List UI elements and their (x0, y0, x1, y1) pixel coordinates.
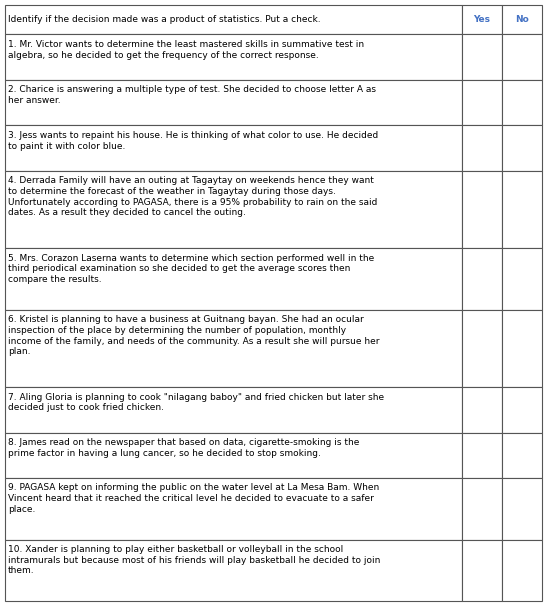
Text: 10. Xander is planning to play either basketball or volleyball in the school
int: 10. Xander is planning to play either ba… (8, 545, 380, 576)
Bar (502, 248, 542, 310)
Bar (462, 387, 502, 433)
Bar (5, 387, 462, 433)
Bar (462, 35, 502, 80)
Bar (502, 310, 542, 387)
Bar (502, 125, 542, 171)
Text: No: No (515, 15, 529, 24)
Bar (462, 125, 502, 171)
Text: 8. James read on the newspaper that based on data, cigarette-smoking is the
prim: 8. James read on the newspaper that base… (8, 438, 359, 458)
Bar (502, 478, 542, 539)
Text: 4. Derrada Family will have an outing at Tagaytay on weekends hence they want
to: 4. Derrada Family will have an outing at… (8, 176, 377, 218)
Text: 6. Kristel is planning to have a business at Guitnang bayan. She had an ocular
i: 6. Kristel is planning to have a busines… (8, 315, 380, 356)
Bar (462, 5, 502, 35)
Bar (462, 539, 502, 601)
Bar (502, 35, 542, 80)
Bar (5, 171, 462, 248)
Bar (5, 310, 462, 387)
Bar (5, 5, 462, 35)
Bar (462, 171, 502, 248)
Bar (502, 539, 542, 601)
Bar (5, 248, 462, 310)
Text: 1. Mr. Victor wants to determine the least mastered skills in summative test in
: 1. Mr. Victor wants to determine the lea… (8, 40, 364, 59)
Bar (502, 80, 542, 125)
Bar (502, 5, 542, 35)
Bar (462, 433, 502, 478)
Bar (5, 433, 462, 478)
Bar (462, 478, 502, 539)
Bar (5, 80, 462, 125)
Text: 3. Jess wants to repaint his house. He is thinking of what color to use. He deci: 3. Jess wants to repaint his house. He i… (8, 131, 378, 150)
Bar (5, 478, 462, 539)
Text: 7. Aling Gloria is planning to cook "nilagang baboy" and fried chicken but later: 7. Aling Gloria is planning to cook "nil… (8, 393, 384, 412)
Text: 9. PAGASA kept on informing the public on the water level at La Mesa Bam. When
V: 9. PAGASA kept on informing the public o… (8, 484, 379, 514)
Bar (502, 433, 542, 478)
Text: 5. Mrs. Corazon Laserna wants to determine which section performed well in the
t: 5. Mrs. Corazon Laserna wants to determi… (8, 254, 374, 284)
Text: 2. Charice is answering a multiple type of test. She decided to choose letter A : 2. Charice is answering a multiple type … (8, 85, 376, 105)
Bar (462, 248, 502, 310)
Bar (502, 171, 542, 248)
Text: Yes: Yes (474, 15, 491, 24)
Bar (462, 310, 502, 387)
Bar (5, 539, 462, 601)
Bar (502, 387, 542, 433)
Bar (5, 125, 462, 171)
Bar (5, 35, 462, 80)
Bar (462, 80, 502, 125)
Text: Identify if the decision made was a product of statistics. Put a check.: Identify if the decision made was a prod… (8, 15, 321, 24)
